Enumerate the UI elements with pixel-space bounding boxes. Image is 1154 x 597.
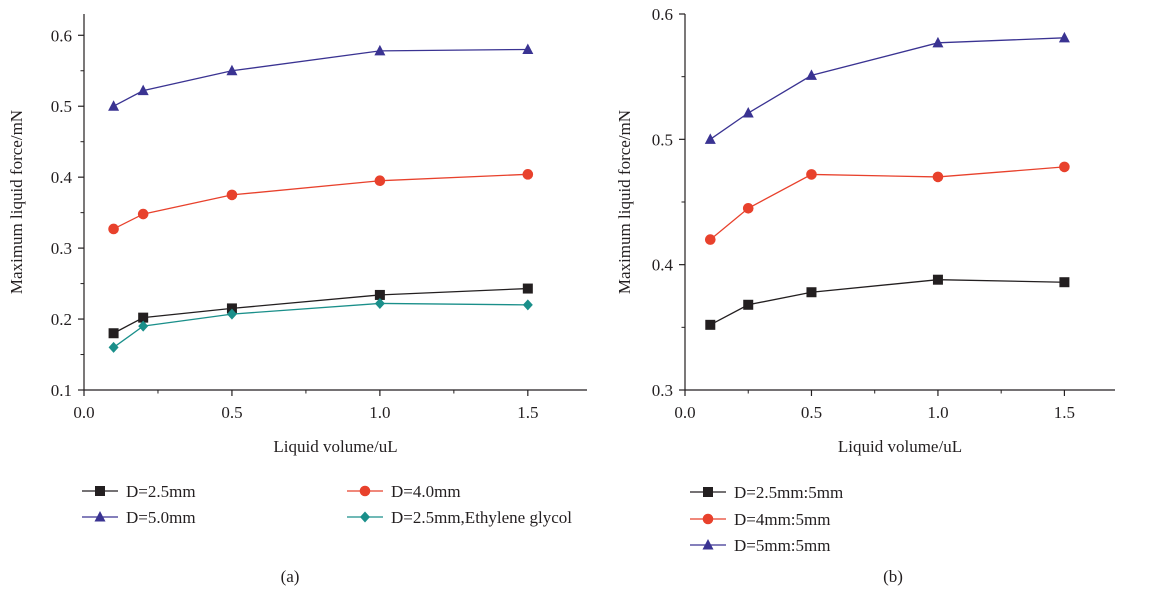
panel-b-data-point	[705, 319, 716, 330]
panel-a-y-tick-label: 0.6	[51, 26, 72, 45]
panel-a-data-point	[226, 64, 238, 76]
panel-a-data-point	[374, 175, 386, 187]
panel-b-data-point	[806, 287, 817, 298]
panel-b-data-point	[932, 36, 944, 48]
panel-a-data-point	[108, 341, 119, 353]
panel-b-data-point	[1059, 161, 1070, 173]
panel-a-series-1	[108, 283, 533, 339]
panel-a-legend-item: D=2.5mm	[82, 482, 196, 501]
panel-b-data-point	[704, 133, 716, 144]
panel-b-data-point	[704, 234, 716, 245]
panel-a-y-axis-label: Maximum liquid force/mN	[7, 110, 26, 294]
panel-a-data-point	[226, 303, 237, 314]
panel-b-x-tick-label: 0.5	[801, 403, 822, 422]
panel-b-x-tick-label: 1.5	[1054, 403, 1075, 422]
panel-b-y-tick-label: 0.6	[652, 5, 673, 24]
panel-b-data-point	[932, 171, 944, 183]
panel-b-series-2	[704, 161, 1070, 245]
panel-b-series-line	[709, 279, 1065, 326]
panel-b-legend-item: D=4mm:5mm	[690, 510, 830, 529]
panel-b-x-tick-label: 1.0	[927, 403, 948, 422]
panel-a-label: (a)	[281, 567, 300, 586]
panel-a-data-point	[374, 297, 385, 309]
panel-a-data-point	[108, 100, 120, 111]
panel-b-series-1	[705, 274, 1070, 330]
panel-a-legend-marker	[95, 486, 105, 496]
panel-b-legend-label: D=5mm:5mm	[734, 536, 830, 555]
panel-a-legend-label: D=5.0mm	[126, 508, 196, 527]
panel-b-legend-label: D=4mm:5mm	[734, 510, 830, 529]
panel-a-data-point	[522, 299, 533, 311]
panel-b-legend-marker	[703, 487, 713, 497]
panel-a-legend-item: D=2.5mm,Ethylene glycol	[347, 508, 572, 527]
panel-a-data-point	[137, 84, 149, 96]
chart-panel-a: 0.0 0.5 1.0 1.5 0.1 0.2 0.3 0.4 0.5 0.6 Liquid vol…	[7, 14, 587, 586]
panel-a-legend-label: D=4.0mm	[391, 482, 461, 501]
panel-b-x-tick-label: 0.0	[674, 403, 695, 422]
panel-a-data-point	[137, 208, 149, 220]
panel-b-data-point	[806, 169, 817, 180]
panel-a-data-point	[108, 223, 119, 235]
panel-a-legend-label: D=2.5mm,Ethylene glycol	[391, 508, 572, 527]
panel-b-data-point	[1059, 277, 1070, 288]
panel-b-y-tick-label: 0.5	[652, 130, 673, 149]
panel-a-data-point	[108, 328, 119, 339]
panel-a-data-point	[522, 43, 534, 54]
panel-b-y-axis-label: Maximum liquid force/mN	[615, 110, 634, 294]
panel-b-x-axis-label: Liquid volume/uL	[838, 437, 962, 456]
panel-a-y-tick-label: 0.5	[51, 97, 72, 116]
panel-b-series-line	[709, 37, 1065, 140]
panel-a-data-point	[138, 312, 149, 323]
panel-b-y-tick-label: 0.4	[652, 256, 674, 275]
panel-a-series-line	[113, 48, 528, 107]
panel-b-data-point	[932, 274, 943, 285]
panel-a-series-3	[108, 43, 534, 111]
panel-a-legend-item: D=5.0mm	[82, 508, 196, 527]
panel-a-data-point	[374, 44, 386, 56]
panel-b-legend-item: D=5mm:5mm	[690, 536, 830, 555]
panel-b-data-point	[742, 107, 754, 118]
panel-a-y-tick-label: 0.3	[51, 239, 72, 258]
panel-a-y-tick-label: 0.4	[51, 168, 73, 187]
panel-a-data-point	[374, 289, 385, 300]
panel-a-series-line	[113, 173, 528, 230]
panel-a-series-4	[108, 297, 533, 353]
panel-a-legend-marker	[360, 511, 370, 523]
panel-a-data-point	[226, 189, 238, 201]
panel-a-x-axis-label: Liquid volume/uL	[273, 437, 397, 456]
panel-b-data-point	[805, 69, 817, 80]
panel-a-legend-label: D=2.5mm	[126, 482, 196, 501]
panel-b-y-tick-label: 0.3	[652, 381, 673, 400]
panel-a-x-tick-label: 0.0	[73, 403, 94, 422]
panel-a-x-tick-label: 1.0	[369, 403, 390, 422]
panel-a-y-tick-label: 0.2	[51, 310, 72, 329]
panel-a-legend-marker	[359, 485, 371, 497]
panel-a-data-point	[226, 308, 237, 320]
panel-b-legend-item: D=2.5mm:5mm	[690, 483, 843, 502]
panel-b-label: (b)	[883, 567, 903, 586]
panel-b-data-point	[742, 202, 754, 214]
panel-a-y-tick-label: 0.1	[51, 381, 72, 400]
panel-a-series-line	[113, 287, 528, 334]
chart-panel-b: 0.0 0.5 1.0 1.5 0.3 0.4 0.5 0.6 Liquid volume/uL…	[615, 5, 1115, 586]
panel-a-x-tick-label: 0.5	[221, 403, 242, 422]
panel-b-series-line	[709, 166, 1065, 241]
panel-a-data-point	[522, 169, 534, 180]
panel-b-legend-label: D=2.5mm:5mm	[734, 483, 843, 502]
panel-a-series-line	[113, 302, 528, 348]
panel-b-legend-marker	[702, 539, 714, 550]
panel-b-series-3	[704, 31, 1070, 144]
panel-a-legend-marker	[94, 511, 106, 522]
panel-a-legend-item: D=4.0mm	[347, 482, 461, 501]
panel-b-legend-marker	[702, 513, 714, 525]
panel-a-series-2	[108, 169, 534, 235]
panel-b-data-point	[1058, 31, 1070, 43]
panel-b-data-point	[743, 299, 754, 310]
panel-a-data-point	[138, 320, 149, 332]
panel-a-x-tick-label: 1.5	[517, 403, 538, 422]
panel-a-data-point	[522, 283, 533, 294]
